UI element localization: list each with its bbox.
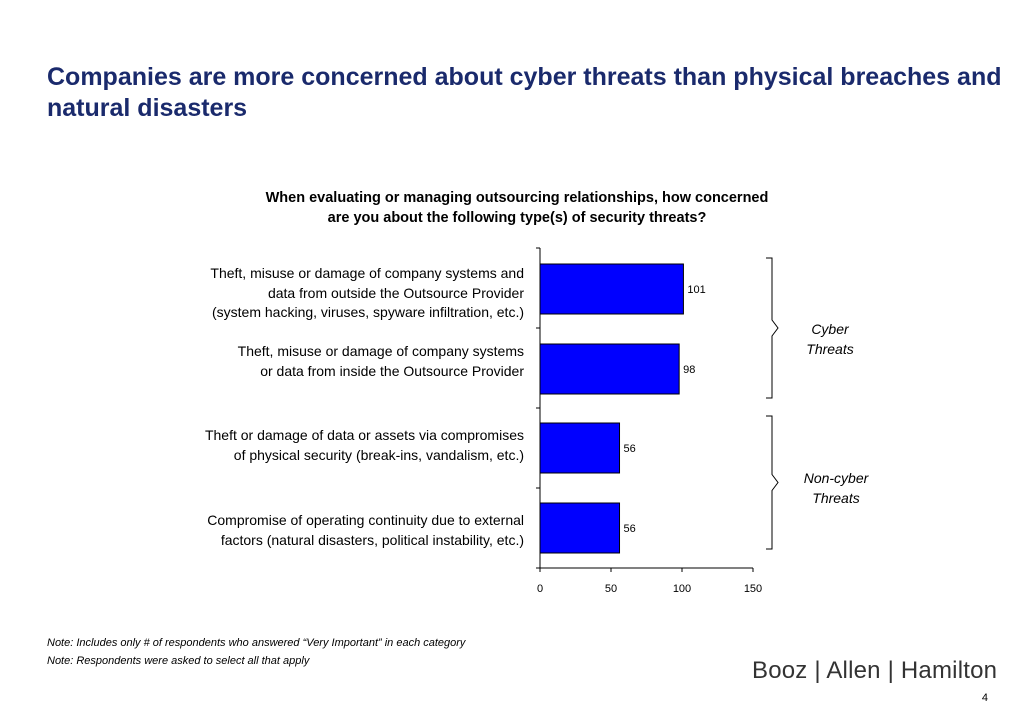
group-label-non-cyber: Non-cyber Threats xyxy=(803,470,869,506)
note-1: Note: Includes only # of respondents who… xyxy=(47,637,466,649)
data-label-4: 56 xyxy=(624,523,636,535)
x-tick-label: 50 xyxy=(605,583,617,595)
bar-3 xyxy=(539,422,621,474)
booz-allen-hamilton-logo: Booz | Allen | Hamilton xyxy=(752,657,998,684)
data-label-2: 98 xyxy=(683,364,695,376)
category-label-3: Theft or damage of data or assets via co… xyxy=(204,427,524,463)
group-label-cyber: Cyber Threats xyxy=(806,321,854,357)
cyber-threats-brace xyxy=(766,257,779,399)
category-label-4: Compromise of operating continuity due t… xyxy=(207,512,524,548)
x-tick-label: 100 xyxy=(673,583,691,595)
data-label-3: 56 xyxy=(624,443,636,455)
non-cyber-threats-brace xyxy=(766,415,779,550)
page-number: 4 xyxy=(981,692,988,704)
category-label-1: Theft, misuse or damage of company syste… xyxy=(210,265,524,320)
x-tick-label: 150 xyxy=(744,583,762,595)
bar-1 xyxy=(539,263,684,315)
bar-4 xyxy=(539,502,621,554)
note-2: Note: Respondents were asked to select a… xyxy=(47,655,310,667)
data-label-1: 101 xyxy=(687,284,705,296)
category-label-2: Theft, misuse or damage of company syste… xyxy=(237,343,524,379)
x-tick-label: 0 xyxy=(537,583,543,595)
chart-title: When evaluating or managing outsourcing … xyxy=(265,190,769,226)
slide-title: Companies are more concerned about cyber… xyxy=(47,63,1002,122)
bar-2 xyxy=(539,343,680,395)
